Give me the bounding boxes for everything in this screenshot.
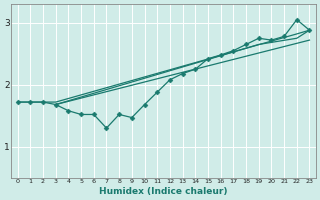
X-axis label: Humidex (Indice chaleur): Humidex (Indice chaleur) [99, 187, 228, 196]
